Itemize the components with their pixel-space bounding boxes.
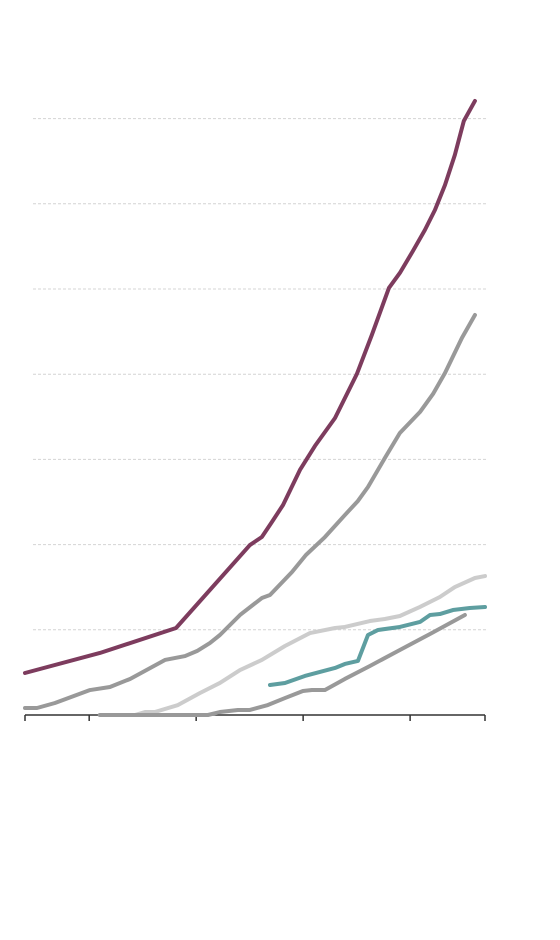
series-line bbox=[23, 98, 477, 675]
series-line bbox=[267, 604, 487, 688]
series-line bbox=[97, 612, 467, 717]
series-line bbox=[23, 312, 477, 711]
series-line bbox=[97, 574, 487, 717]
